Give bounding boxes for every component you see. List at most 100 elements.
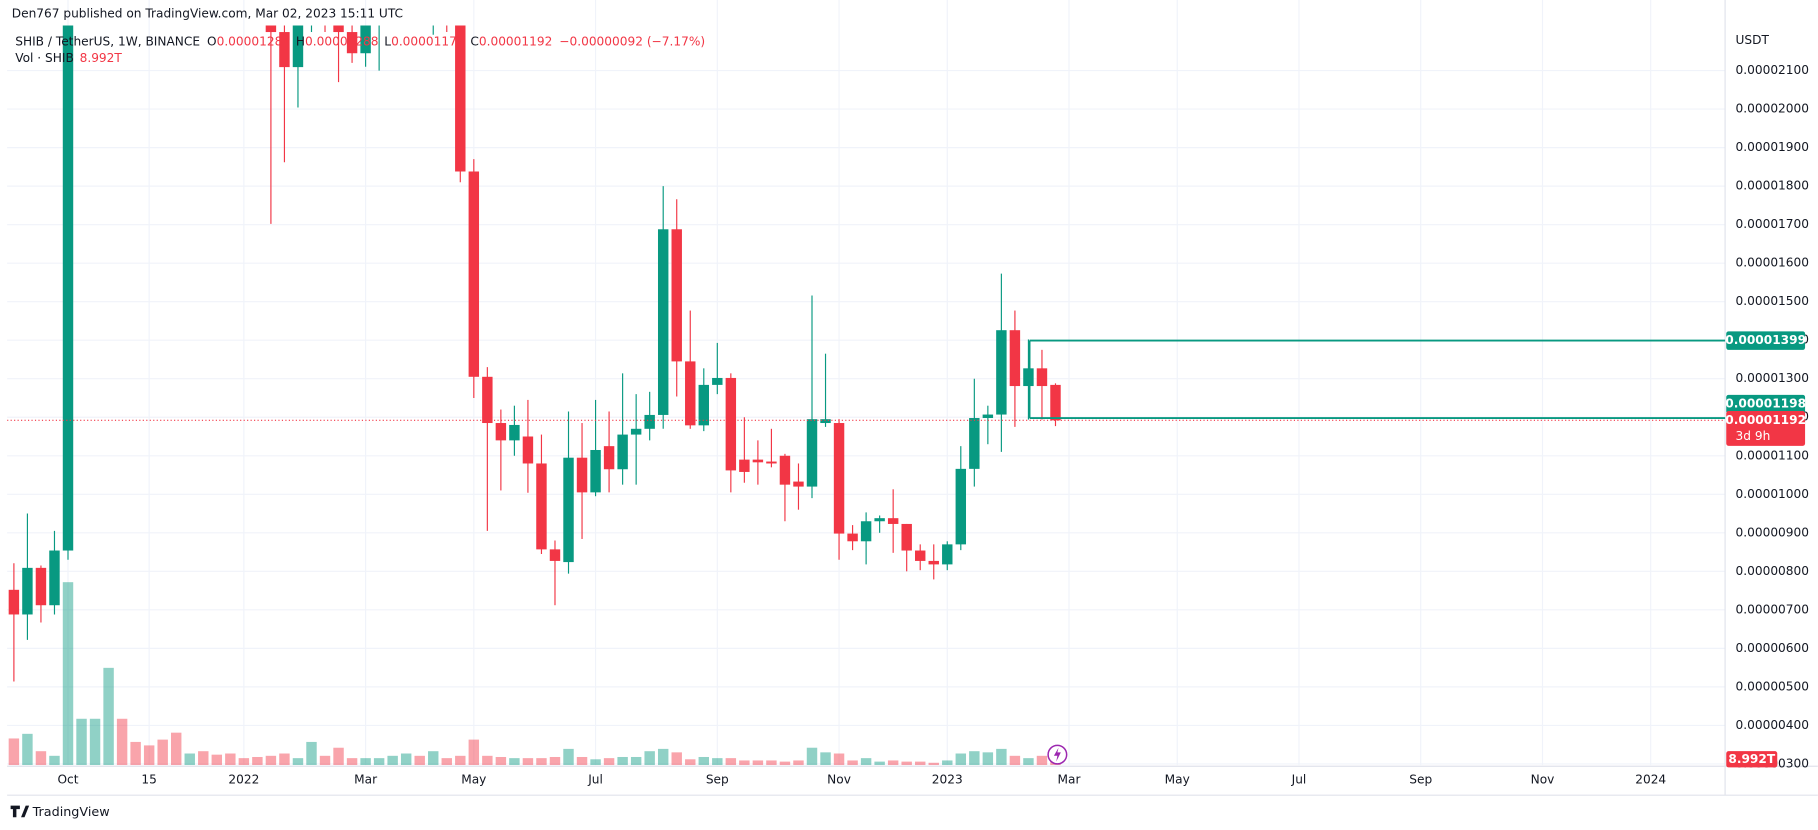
volume-bar [211,754,223,766]
volume-bar [901,761,912,766]
candle-body [833,423,845,534]
volume-bar [387,755,398,766]
volume-bar [860,758,872,766]
volume-bar [685,759,696,766]
volume-bar [549,756,561,766]
x-tick-label: Mar [1058,773,1081,787]
candle-body [617,434,628,470]
level-tag [1726,394,1806,414]
candle-body [671,229,682,362]
x-tick-label: May [1165,773,1190,787]
volume-bar [630,756,642,766]
volume-bar [482,755,493,766]
event-icon[interactable] [1047,744,1068,765]
volume-bar [752,760,764,766]
candle-body [752,459,764,463]
candle-body [847,533,858,542]
y-tick-label: 0.00000800 [1736,564,1809,578]
y-tick-label: 0.00002100 [1736,63,1809,77]
y-tick-label: 0.00000400 [1736,718,1809,732]
last-price-tag [1726,411,1806,446]
grid [7,0,1726,766]
candle-body [887,518,899,524]
volume-bar [184,753,195,766]
level-tag-label: 0.00001399 [1725,333,1806,347]
brand-name[interactable]: TradingView [32,805,110,820]
volume-bar [576,756,588,766]
volume-bar [8,738,20,766]
volume-bar [887,760,899,766]
volume-bar [306,741,317,766]
volume-value: 8.992T [80,50,123,64]
volume-bar [536,758,547,766]
x-tick-label: Nov [827,773,851,787]
x-tick-label: Jul [587,773,603,787]
volume-bar [495,756,507,766]
ohlc-key: C [470,34,478,48]
candle-body [265,25,277,33]
volume-bar [996,748,1007,766]
candle-body [509,424,520,441]
candle-body [725,377,737,471]
ohlc-value: 0.00001288 [305,34,378,48]
candle-body [62,25,74,551]
volume-bar [441,758,452,766]
volume-bar [915,761,926,766]
volume-bar [955,753,967,766]
change: −0.00000092 (−7.17%) [559,34,705,48]
candle-body [279,32,290,68]
plot-area [7,25,1726,766]
candle-body [969,418,980,469]
volume-tag [1726,751,1778,768]
x-tick-label: Oct [57,773,78,787]
candle-body [820,419,831,424]
x-tick-label: Sep [1409,773,1432,787]
countdown: 3d 9h [1736,429,1771,443]
ohlc-key: L [384,34,391,48]
volume-bar [89,718,101,766]
x-tick-label: 2024 [1635,773,1666,787]
volume-bar [157,739,168,766]
volume-bar [657,748,669,766]
volume-bar [360,758,371,766]
y-tick-label: 0.00001000 [1736,487,1809,501]
candle-body [860,521,872,542]
candle-body [685,361,696,426]
candle-body [360,25,371,54]
currency: USDT [1736,33,1770,47]
candle-body [793,481,804,487]
volume-bar [346,758,358,766]
volume-bar [116,718,128,766]
last-price-label: 0.00001192 [1725,413,1806,427]
y-tick-label: 0.00000900 [1736,525,1809,539]
volume-bar [428,751,439,766]
volume-bar [874,761,885,766]
candle-body [982,414,994,419]
candle-body [603,446,615,470]
candle-body [1050,384,1061,421]
volume-bar [22,733,33,766]
candle-body [739,459,750,472]
volume-bar [982,752,994,766]
x-tick-label: May [461,773,486,787]
volume-name: Vol · SHIB [15,50,74,64]
ohlc-value: 0.00001192 [479,34,552,48]
volume-bar [1009,755,1021,766]
volume-tag-label: 8.992T [1728,752,1775,766]
volume-bar [319,755,331,766]
volume-bar [820,752,831,766]
volume-bar [563,748,574,766]
volume-bar [1023,758,1034,766]
y-tick-label: 0.00001800 [1736,179,1809,193]
x-tick-label: Mar [354,773,377,787]
volume-bar [766,760,777,766]
candle-body [712,377,723,385]
y-tick-label: 0.00000500 [1736,679,1809,693]
symbol-legend: SHIB / TetherUS, 1W, BINANCE O0.00001284 H… [15,34,705,48]
volume-bar [509,758,520,766]
x-tick-label: 2023 [932,773,963,787]
x-tick-label: 15 [141,773,156,787]
volume-bar [400,753,412,766]
volume-legend: Vol · SHIB 8.992T [15,50,122,64]
